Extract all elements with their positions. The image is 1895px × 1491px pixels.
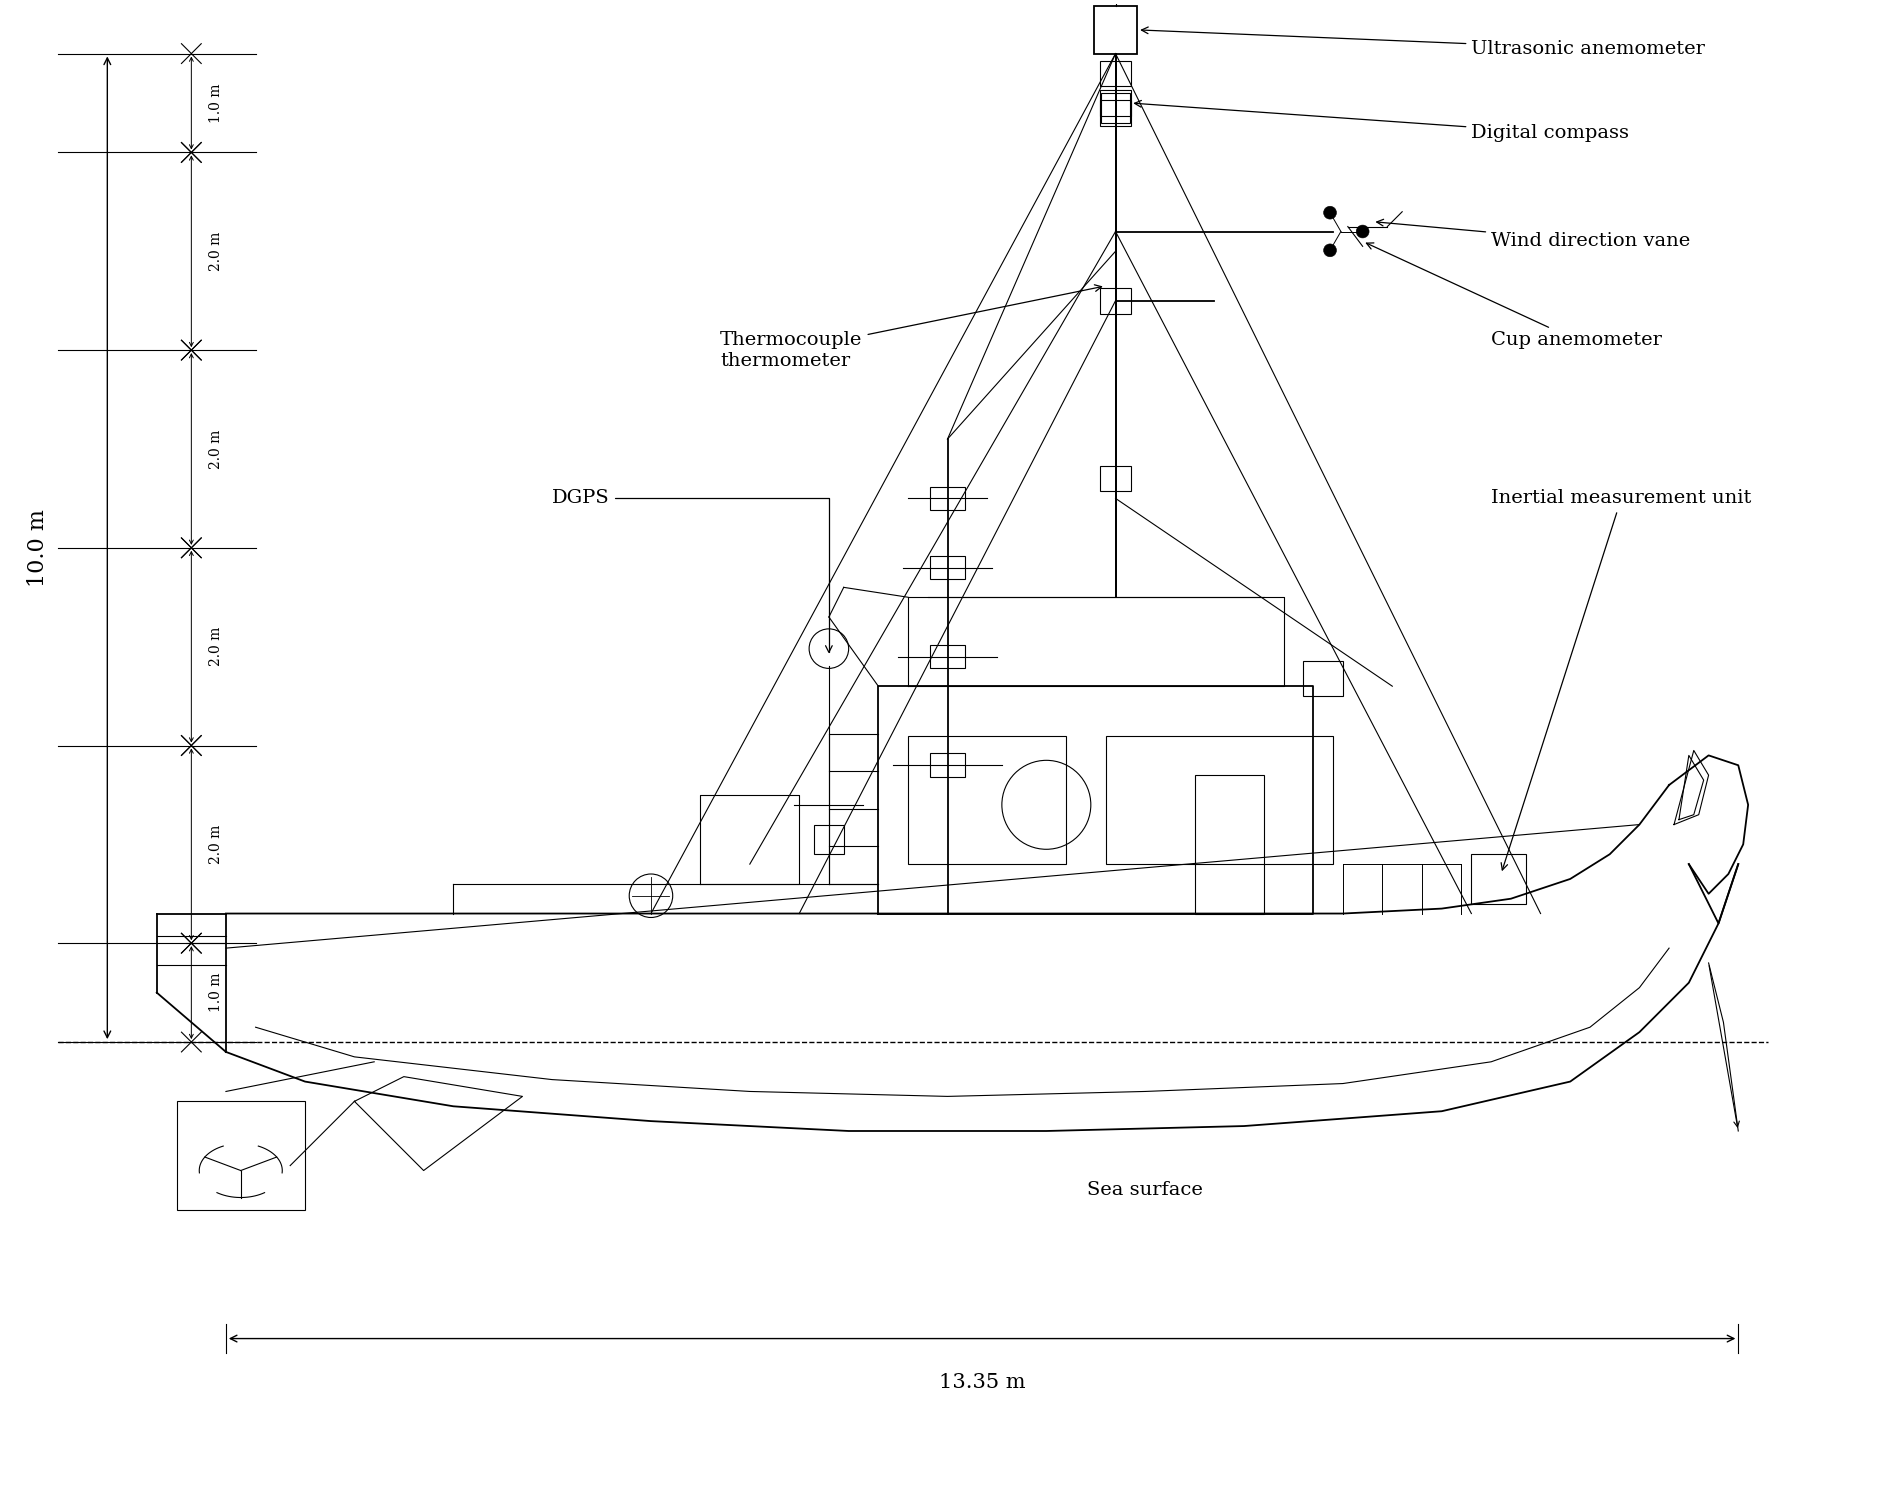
Text: 13.35 m: 13.35 m <box>938 1373 1025 1393</box>
Text: 2.0 m: 2.0 m <box>208 231 224 271</box>
Bar <box>1099 288 1131 313</box>
Text: 10.0 m: 10.0 m <box>27 508 49 587</box>
Text: Digital compass: Digital compass <box>1135 100 1630 142</box>
Bar <box>1105 735 1332 865</box>
Bar <box>1093 6 1137 54</box>
Text: 2.0 m: 2.0 m <box>208 825 224 863</box>
Text: Cup anemometer: Cup anemometer <box>1366 243 1662 349</box>
Bar <box>176 1102 305 1211</box>
Text: DGPS: DGPS <box>551 489 832 653</box>
Bar <box>930 753 965 777</box>
Text: 1.0 m: 1.0 m <box>208 972 224 1012</box>
Circle shape <box>1323 206 1336 219</box>
Text: Inertial measurement unit: Inertial measurement unit <box>1491 489 1751 871</box>
Bar <box>930 486 965 510</box>
Text: Sea surface: Sea surface <box>1088 1181 1203 1199</box>
Bar <box>1471 854 1525 904</box>
Text: 2.0 m: 2.0 m <box>208 628 224 666</box>
Circle shape <box>1323 245 1336 256</box>
Text: Wind direction vane: Wind direction vane <box>1376 219 1690 250</box>
Bar <box>1099 89 1131 116</box>
Circle shape <box>1357 225 1368 239</box>
Bar <box>908 735 1067 865</box>
Bar <box>1304 662 1344 696</box>
Bar <box>1099 100 1131 125</box>
Text: 2.0 m: 2.0 m <box>208 429 224 468</box>
Bar <box>1194 775 1264 914</box>
Text: 1.0 m: 1.0 m <box>208 83 224 122</box>
Text: Thermocouple
thermometer: Thermocouple thermometer <box>720 285 1101 370</box>
Bar <box>815 825 843 854</box>
Bar <box>1099 465 1131 492</box>
Bar <box>930 644 965 668</box>
Text: Ultrasonic anemometer: Ultrasonic anemometer <box>1141 27 1706 58</box>
Bar <box>930 556 965 580</box>
Bar <box>1101 92 1129 122</box>
Bar <box>1099 61 1131 86</box>
